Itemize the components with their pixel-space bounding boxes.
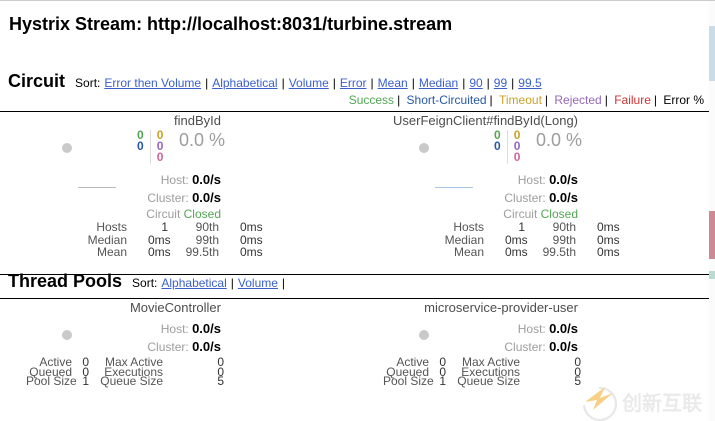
svg-text:创新互联: 创新互联 [621, 391, 702, 415]
